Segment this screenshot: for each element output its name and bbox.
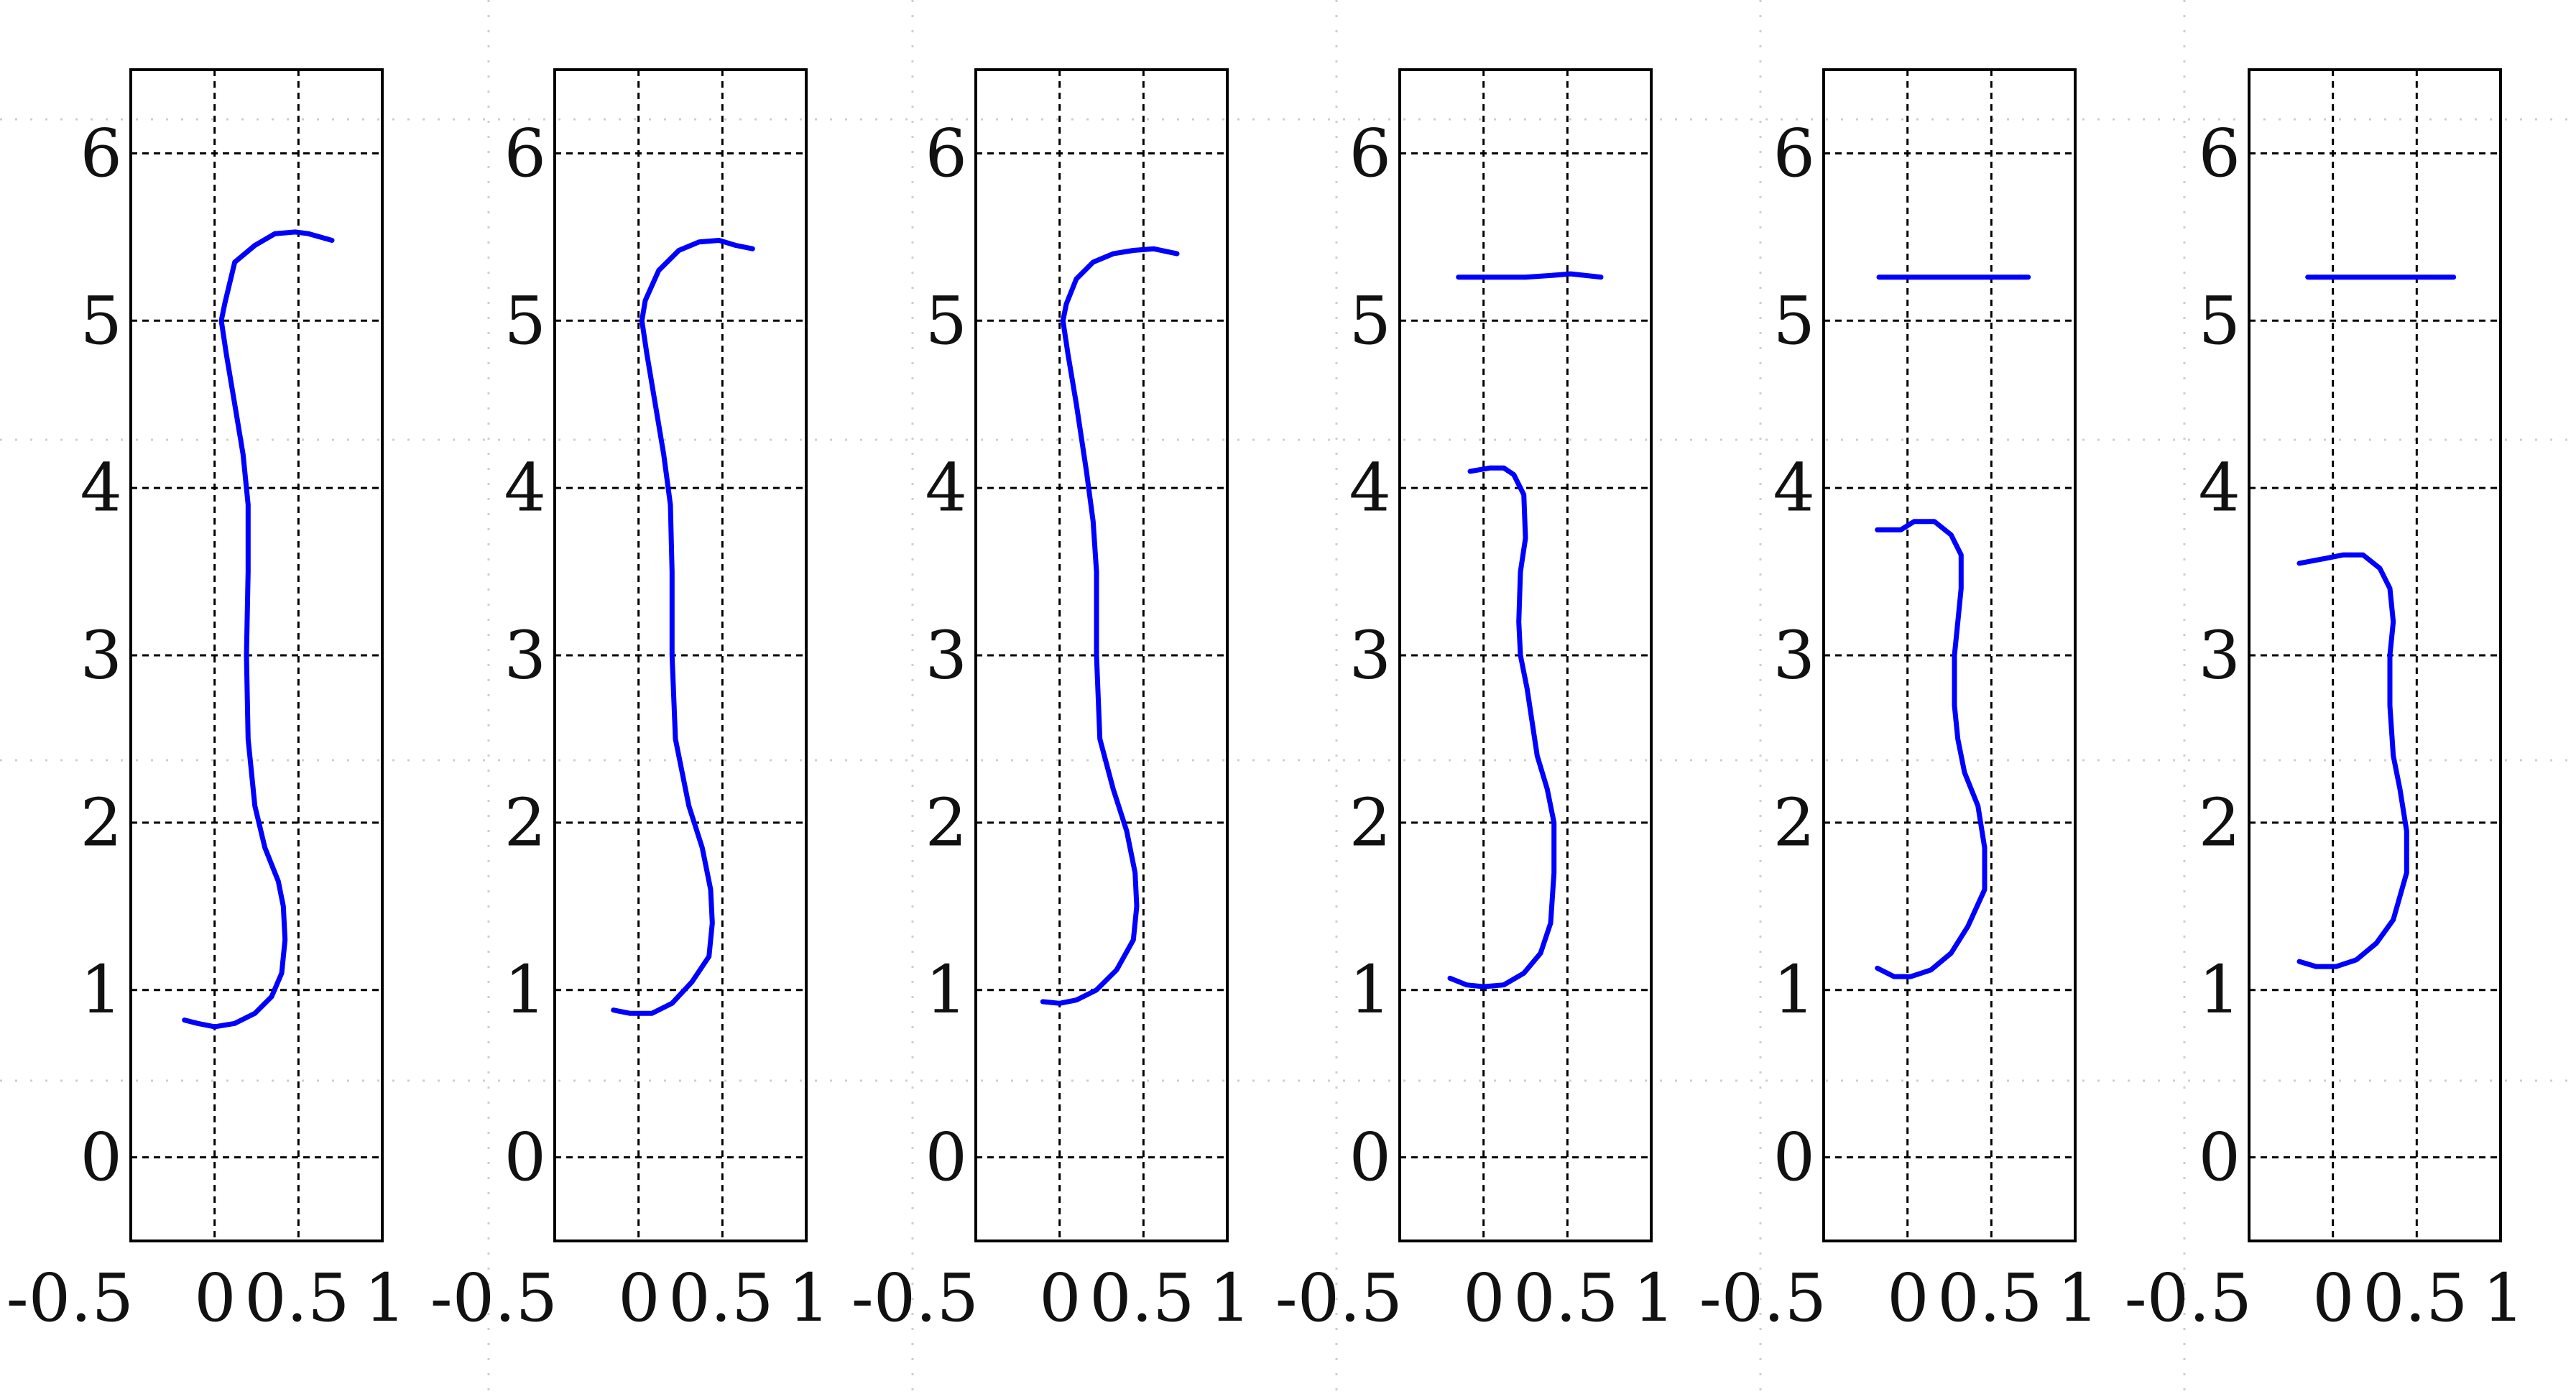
x-tick-label: 1 xyxy=(1633,1260,1676,1337)
x-tick-label: 0.5 xyxy=(668,1260,773,1337)
y-tick-label: 3 xyxy=(80,617,122,694)
y-tick-label: 0 xyxy=(1349,1119,1391,1196)
series-line-1 xyxy=(1040,246,1180,1006)
series-line-1 xyxy=(182,229,335,1030)
x-tick-label: 0.5 xyxy=(1937,1260,2042,1337)
y-tick-label: 3 xyxy=(925,617,967,694)
x-tick-label: -0.5 xyxy=(851,1260,979,1337)
series-line-1 xyxy=(1875,519,1988,979)
axes-frame xyxy=(1822,68,2077,1242)
y-tick-label: 1 xyxy=(1349,951,1391,1028)
x-tick-label: 1 xyxy=(364,1260,407,1337)
y-tick-label: 4 xyxy=(1773,450,1815,527)
x-tick-label: 1 xyxy=(2057,1260,2100,1337)
y-tick-label: 3 xyxy=(2198,617,2240,694)
axes-frame xyxy=(974,68,1229,1242)
x-tick-label: 0.5 xyxy=(1089,1260,1194,1337)
y-tick-label: 1 xyxy=(1773,951,1815,1028)
x-tick-label: 0 xyxy=(2312,1260,2355,1337)
x-tick-label: 1 xyxy=(788,1260,831,1337)
y-tick-label: 5 xyxy=(2198,282,2240,359)
y-tick-label: 2 xyxy=(2198,784,2240,861)
y-tick-label: 4 xyxy=(80,450,122,527)
y-tick-label: 6 xyxy=(925,115,967,192)
x-tick-label: 0 xyxy=(1463,1260,1505,1337)
y-tick-label: 0 xyxy=(504,1119,546,1196)
x-tick-label: 1 xyxy=(2483,1260,2525,1337)
x-tick-label: -0.5 xyxy=(6,1260,134,1337)
y-tick-label: 0 xyxy=(2198,1119,2240,1196)
x-tick-label: 0.5 xyxy=(1513,1260,1618,1337)
y-tick-label: 6 xyxy=(1349,115,1391,192)
y-tick-label: 6 xyxy=(80,115,122,192)
y-tick-label: 5 xyxy=(1773,282,1815,359)
series-line-1 xyxy=(611,238,755,1016)
y-tick-label: 0 xyxy=(80,1119,122,1196)
series-line-2 xyxy=(1456,271,1604,280)
x-tick-label: -0.5 xyxy=(2125,1260,2252,1337)
y-tick-label: 4 xyxy=(1349,450,1391,527)
y-tick-label: 4 xyxy=(504,450,546,527)
x-tick-label: 0 xyxy=(1039,1260,1081,1337)
x-tick-label: 1 xyxy=(1209,1260,1252,1337)
y-tick-label: 2 xyxy=(80,784,122,861)
axes-frame xyxy=(2248,68,2502,1242)
y-tick-label: 5 xyxy=(925,282,967,359)
x-tick-label: 0 xyxy=(1887,1260,1929,1337)
x-tick-label: 0.5 xyxy=(2363,1260,2467,1337)
y-tick-label: 1 xyxy=(504,951,546,1028)
axes-frame xyxy=(1398,68,1653,1242)
x-tick-label: 0 xyxy=(194,1260,236,1337)
y-tick-label: 3 xyxy=(1773,617,1815,694)
x-tick-label: -0.5 xyxy=(1699,1260,1827,1337)
x-tick-label: 0 xyxy=(618,1260,660,1337)
axes-frame xyxy=(553,68,808,1242)
y-tick-label: 0 xyxy=(1773,1119,1815,1196)
x-tick-label: 0.5 xyxy=(244,1260,349,1337)
y-tick-label: 2 xyxy=(1773,784,1815,861)
y-tick-label: 4 xyxy=(925,450,967,527)
x-tick-label: -0.5 xyxy=(430,1260,558,1337)
y-tick-label: 6 xyxy=(2198,115,2240,192)
y-tick-label: 2 xyxy=(504,784,546,861)
y-tick-label: 1 xyxy=(2198,951,2240,1028)
y-tick-label: 6 xyxy=(504,115,546,192)
y-tick-label: 5 xyxy=(1349,282,1391,359)
series-line-1 xyxy=(2296,552,2409,969)
y-tick-label: 1 xyxy=(925,951,967,1028)
y-tick-label: 2 xyxy=(925,784,967,861)
y-tick-label: 4 xyxy=(2198,450,2240,527)
y-tick-label: 5 xyxy=(80,282,122,359)
y-tick-label: 0 xyxy=(925,1119,967,1196)
series-line-1 xyxy=(1447,465,1557,989)
y-tick-label: 6 xyxy=(1773,115,1815,192)
y-tick-label: 1 xyxy=(80,951,122,1028)
y-tick-label: 2 xyxy=(1349,784,1391,861)
x-tick-label: -0.5 xyxy=(1275,1260,1403,1337)
axes-frame xyxy=(129,68,384,1242)
y-tick-label: 3 xyxy=(504,617,546,694)
y-tick-label: 3 xyxy=(1349,617,1391,694)
y-tick-label: 5 xyxy=(504,282,546,359)
